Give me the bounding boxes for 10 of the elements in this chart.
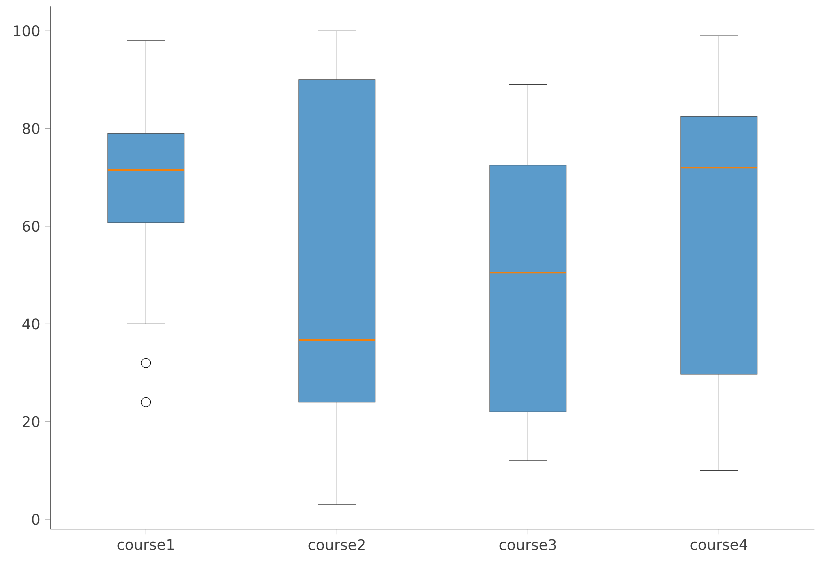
y-tick-label: 40 bbox=[22, 318, 40, 330]
y-tick-label: 100 bbox=[14, 26, 40, 37]
y-tick-label: 60 bbox=[22, 220, 40, 232]
x-tick-label: course3 bbox=[500, 539, 556, 550]
y-tick-label: 0 bbox=[32, 514, 40, 526]
x-tick-label: course2 bbox=[308, 539, 365, 550]
x-tick-label: course4 bbox=[690, 539, 748, 550]
x-tick-label: course1 bbox=[118, 539, 174, 550]
y-tick-label: 20 bbox=[23, 416, 40, 428]
y-tick-label: 80 bbox=[22, 123, 40, 134]
